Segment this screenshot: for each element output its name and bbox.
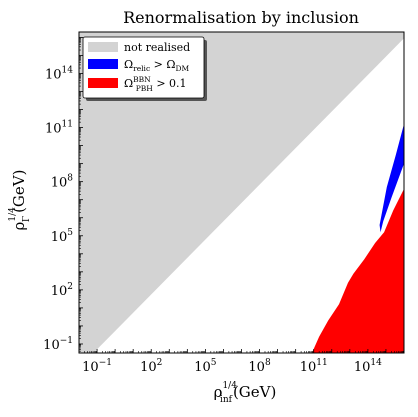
y-tick-label: 105 <box>51 228 74 245</box>
y-tick-label: 108 <box>51 174 74 191</box>
region-not-realised <box>79 32 404 353</box>
chart-title: Renormalisation by inclusion <box>123 8 359 27</box>
legend-swatch <box>88 78 118 88</box>
y-tick-label: 10−1 <box>43 336 73 353</box>
y-axis-label: ρ1/4 Γ(GeV) <box>8 170 32 231</box>
x-tick-label: 102 <box>140 358 162 375</box>
region-relic-exceeds-dm <box>379 124 404 233</box>
x-tick-label: 10−1 <box>82 358 112 375</box>
y-tick-label: 1014 <box>45 65 73 82</box>
y-tick-label: 1011 <box>45 120 73 137</box>
x-tick-label: 105 <box>194 358 217 375</box>
legend-label: ΩBBN PBH > 0.1 <box>124 75 187 93</box>
x-tick-label: 1011 <box>300 358 328 375</box>
legend: not realised Ωrelic > ΩDM ΩBBN PBH > 0.1 <box>82 36 207 101</box>
plot-frame <box>78 31 405 354</box>
legend-label: not realised <box>124 41 190 54</box>
y-tick-label: 102 <box>51 282 73 299</box>
x-tick-label: 1014 <box>354 358 382 375</box>
x-tick-label: 108 <box>248 358 271 375</box>
region-pbh-bbn-exceeds <box>311 188 404 353</box>
x-axis-label: ρ1/4 inf(GeV) <box>214 381 277 405</box>
legend-swatch <box>88 42 118 52</box>
legend-label: Ωrelic > ΩDM <box>124 58 190 73</box>
legend-swatch <box>88 59 118 69</box>
